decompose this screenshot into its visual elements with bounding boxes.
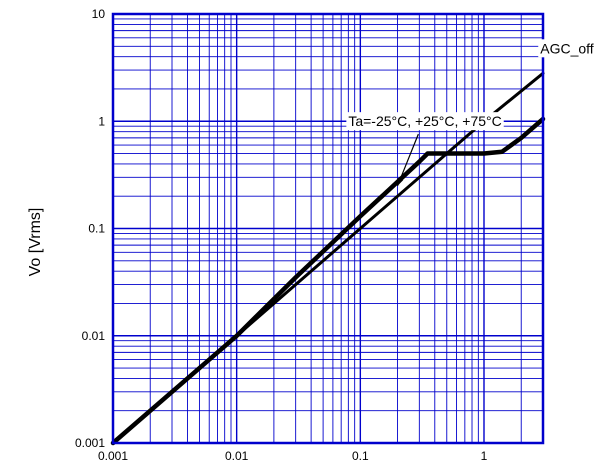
plot-frame [111,12,545,445]
series-line-2 [110,116,546,446]
y-tick-labels: 0.001 0.01 0.1 1 10 [75,7,105,450]
x-tick-labels: 0.001 0.01 0.1 1 [98,449,488,463]
y-tick-label: 0.1 [88,222,105,236]
x-tick-label: 0.1 [352,449,369,463]
x-tick-label: 1 [481,449,488,463]
annotation-label-bg [346,112,504,131]
annotation-arrowhead [397,177,404,186]
annotation-label-bg [538,39,596,58]
plot-lines [110,71,546,446]
x-tick-label: 0.01 [225,449,249,463]
grid [113,14,543,443]
x-tick-label: 0.001 [98,449,128,463]
annotations: AGC_off Ta=-25°C, +25°C, +75°C [346,39,596,187]
y-tick-label: 0.001 [75,436,105,450]
y-axis-label: Vo [Vrms] [27,208,44,277]
y-tick-label: 1 [98,114,105,128]
annotation-arrow [397,133,419,187]
annotation-label: AGC_off [540,40,594,56]
annotation-label: Ta=-25°C, +25°C, +75°C [348,113,501,129]
y-tick-label: 10 [92,7,106,21]
y-tick-label: 0.01 [82,329,106,343]
